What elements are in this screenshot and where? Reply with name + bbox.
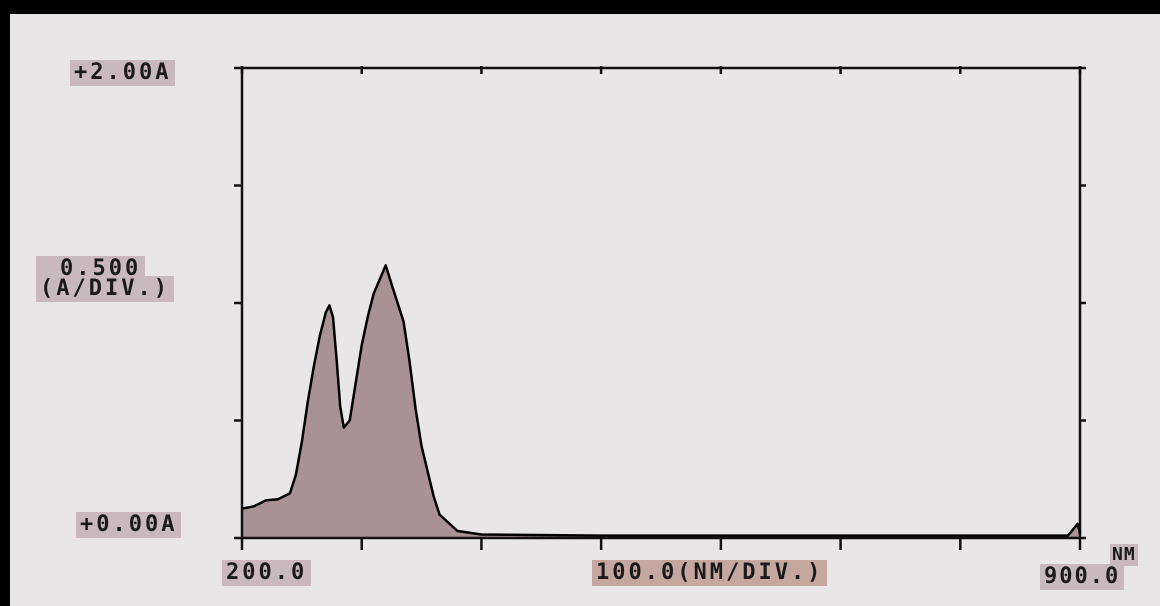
absorbance-fill-polygon: [242, 265, 1080, 538]
x-right-label: 900.0: [1040, 564, 1125, 590]
x-unit-label: NM: [1110, 544, 1138, 566]
y-bottom-label: +0.00A: [76, 512, 182, 538]
absorbance-line: [241, 264, 1082, 537]
absorbance-area-fill: [242, 265, 1080, 538]
x-scale-label: 100.0(NM/DIV.): [592, 560, 828, 586]
axis-ticks: [234, 66, 1086, 550]
plot-frame: +2.00A 0.500 (A/DIV.) +0.00A 200.0 100.0…: [10, 14, 1160, 606]
x-left-label: 200.0: [222, 560, 312, 586]
absorbance-trace: [241, 264, 1082, 537]
spectrum-chart: [234, 66, 1086, 550]
y-top-label: +2.00A: [70, 60, 176, 86]
y-scale-unit-label: (A/DIV.): [36, 276, 174, 302]
